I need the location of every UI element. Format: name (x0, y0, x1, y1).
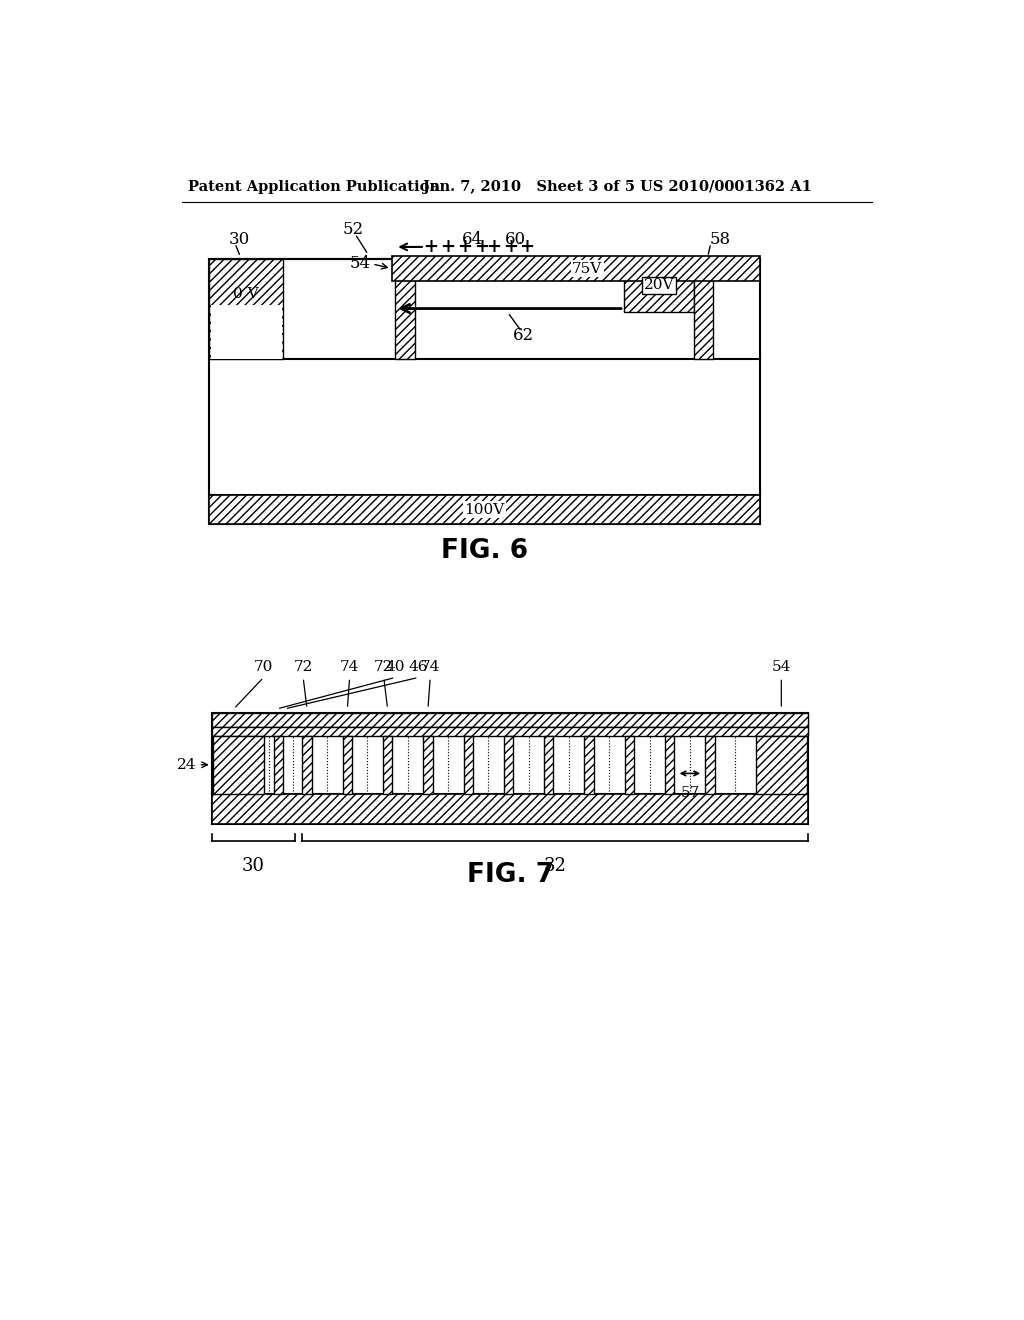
Text: +: + (457, 238, 472, 256)
Text: 32: 32 (544, 857, 567, 875)
Bar (391, 256, 760, 281)
Text: +: + (423, 238, 437, 256)
Bar (383, 737, 392, 793)
Text: +: + (519, 238, 534, 256)
Bar (273, 737, 283, 793)
Bar (302, 737, 311, 793)
Text: 57: 57 (680, 785, 699, 800)
Text: 30: 30 (242, 857, 264, 875)
Bar (756, 737, 807, 793)
Text: 20V: 20V (644, 279, 674, 293)
Text: 70: 70 (254, 660, 273, 675)
Bar (212, 713, 809, 726)
Bar (343, 737, 352, 793)
Text: 24: 24 (177, 758, 197, 772)
Text: 74: 74 (340, 660, 359, 675)
Text: +: + (474, 238, 488, 256)
Bar (665, 737, 675, 793)
Text: FIG. 7: FIG. 7 (467, 862, 554, 887)
Text: US 2010/0001362 A1: US 2010/0001362 A1 (640, 180, 811, 194)
Bar (213, 737, 264, 793)
Bar (209, 259, 283, 359)
Bar (585, 737, 594, 793)
Bar (504, 737, 513, 793)
Bar (624, 259, 693, 313)
Text: 46: 46 (409, 660, 428, 675)
Text: 72: 72 (374, 660, 393, 675)
Bar (209, 259, 760, 524)
Bar (693, 259, 713, 359)
Text: 54: 54 (772, 660, 791, 675)
Text: 75V: 75V (572, 261, 602, 276)
Text: 74: 74 (421, 660, 440, 675)
Text: 62: 62 (513, 327, 534, 345)
Text: 0 V: 0 V (233, 286, 259, 301)
Text: 58: 58 (710, 231, 730, 248)
Text: 40: 40 (386, 660, 406, 675)
Text: +: + (439, 238, 455, 256)
Text: 60: 60 (505, 231, 526, 248)
Text: 30: 30 (228, 231, 250, 248)
Text: 64: 64 (462, 231, 483, 248)
Text: +: + (486, 238, 502, 256)
Text: 52: 52 (342, 220, 364, 238)
Text: +: + (504, 238, 518, 256)
Bar (212, 713, 809, 825)
Bar (423, 737, 432, 793)
Bar (544, 737, 554, 793)
Text: Patent Application Publication: Patent Application Publication (188, 180, 440, 194)
Bar (464, 737, 473, 793)
Bar (706, 737, 715, 793)
Text: Jan. 7, 2010   Sheet 3 of 5: Jan. 7, 2010 Sheet 3 of 5 (423, 180, 635, 194)
Bar (209, 495, 760, 524)
Bar (212, 726, 809, 737)
Bar (212, 793, 809, 825)
Text: 72: 72 (294, 660, 313, 675)
Text: 54: 54 (349, 255, 371, 272)
Bar (395, 259, 415, 359)
Text: FIG. 6: FIG. 6 (441, 539, 528, 564)
Bar (625, 737, 634, 793)
Text: 100V: 100V (464, 503, 505, 516)
Bar (211, 305, 282, 359)
